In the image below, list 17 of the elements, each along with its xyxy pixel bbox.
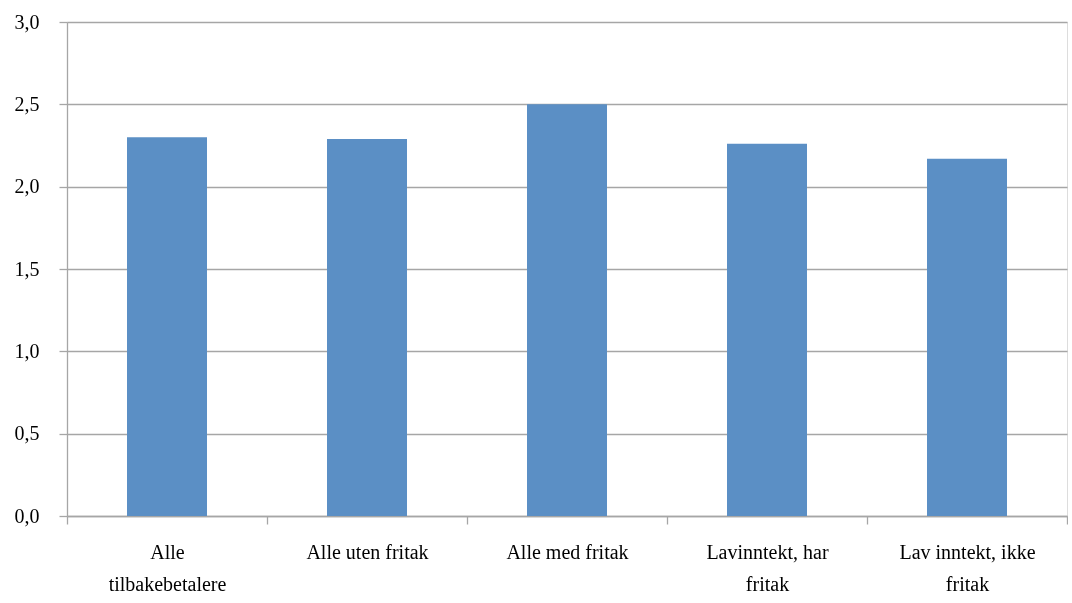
bar xyxy=(727,143,807,516)
y-tick-label: 1,5 xyxy=(14,257,40,280)
y-tick-label: 3,0 xyxy=(14,10,40,33)
x-tick-label: Alle uten fritak xyxy=(306,540,429,563)
x-tick-label: Lav inntekt, ikke fritak xyxy=(899,540,1036,595)
y-tick-label: 2,5 xyxy=(14,92,40,115)
y-tick-label: 1,0 xyxy=(14,339,40,362)
bar xyxy=(327,138,407,516)
y-tick-label: 2,0 xyxy=(14,175,40,198)
y-tick-label: 0,0 xyxy=(14,504,40,527)
bar xyxy=(527,104,607,516)
bar xyxy=(127,137,207,516)
x-tick-label: Lavinntekt, har fritak xyxy=(706,540,829,595)
y-tick-label: 0,5 xyxy=(14,422,40,445)
bar xyxy=(927,158,1007,516)
x-tick-label: Alle tilbakebetalere xyxy=(108,540,227,595)
x-tick-label: Alle med fritak xyxy=(506,540,629,563)
